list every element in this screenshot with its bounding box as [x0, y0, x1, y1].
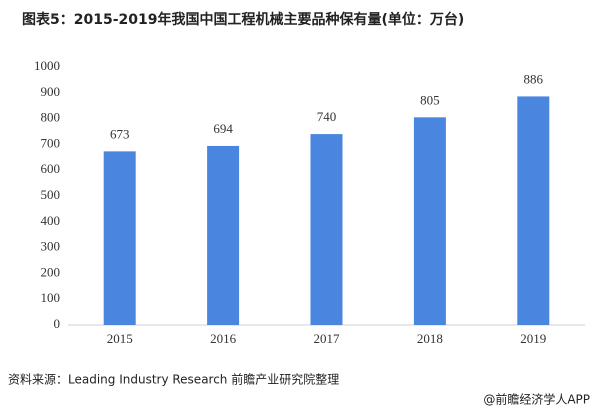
value-label: 886 — [524, 71, 544, 86]
x-tick-label: 2017 — [314, 331, 341, 346]
value-label: 740 — [317, 109, 337, 124]
y-tick-label: 1000 — [34, 58, 60, 73]
y-tick-label: 300 — [41, 239, 61, 254]
y-tick-label: 900 — [41, 84, 61, 99]
bar — [103, 151, 136, 325]
y-tick-label: 100 — [41, 290, 61, 305]
x-tick-label: 2015 — [107, 331, 133, 346]
bar — [517, 96, 550, 325]
bar — [310, 134, 343, 325]
y-tick-label: 800 — [41, 110, 61, 125]
x-tick-label: 2016 — [210, 331, 237, 346]
footer: @前瞻经济学人APP — [483, 392, 590, 407]
y-tick-label: 400 — [41, 213, 61, 228]
chart-title: 图表5：2015-2019年我国中国工程机械主要品种保有量(单位：万台) — [22, 11, 464, 28]
value-label: 805 — [420, 92, 440, 107]
source: 资料来源：Leading Industry Research 前瞻产业研究院整理 — [8, 372, 339, 387]
value-label: 694 — [213, 121, 233, 136]
y-tick-label: 600 — [41, 161, 61, 176]
y-tick-label: 500 — [41, 187, 61, 202]
y-tick-label: 700 — [41, 135, 61, 150]
value-label: 673 — [110, 126, 130, 141]
x-tick-label: 2018 — [417, 331, 443, 346]
x-tick-label: 2019 — [520, 331, 546, 346]
bar — [207, 145, 240, 325]
y-tick-label: 0 — [54, 316, 61, 331]
y-tick-label: 200 — [41, 264, 61, 279]
bar — [413, 117, 446, 325]
